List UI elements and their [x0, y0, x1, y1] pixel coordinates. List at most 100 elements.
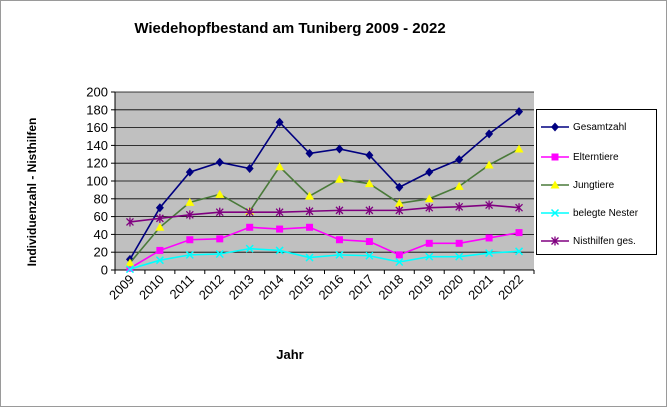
x-tick-label: 2013 — [226, 272, 257, 303]
y-tick-label: 180 — [86, 102, 108, 117]
data-point-gesamtzahl — [335, 144, 344, 154]
legend-swatch — [541, 208, 569, 218]
x-tick-label: 2022 — [495, 272, 526, 303]
data-point-nisthilfen-ges — [126, 217, 134, 227]
legend-swatch — [541, 236, 569, 246]
data-point-jungtiere — [305, 191, 315, 200]
data-point-elterntiere — [485, 234, 493, 242]
series-belegte-nester — [125, 244, 524, 274]
data-point-jungtiere — [424, 194, 434, 203]
legend-marker — [551, 122, 559, 132]
legend-item-nisthilfen-ges: Nisthilfen ges. — [541, 233, 636, 249]
data-point-nisthilfen-ges — [245, 207, 254, 217]
data-point-belegte-nester — [215, 249, 224, 259]
data-point-nisthilfen-ges — [425, 203, 434, 213]
data-point-elterntiere — [395, 251, 403, 259]
x-tick-label: 2017 — [345, 272, 376, 303]
data-point-nisthilfen-ges — [275, 207, 284, 217]
data-point-elterntiere — [216, 235, 224, 243]
data-point-jungtiere — [334, 174, 344, 183]
x-tick-label: 2009 — [106, 272, 137, 303]
legend-marker — [551, 153, 559, 161]
data-point-elterntiere — [246, 223, 254, 231]
legend-label: Gesamtzahl — [573, 121, 627, 133]
x-tick-label: 2020 — [435, 272, 466, 303]
series-nisthilfen-ges — [126, 200, 523, 227]
data-point-elterntiere — [455, 239, 463, 247]
data-point-belegte-nester — [515, 247, 524, 256]
x-tick-label: 2010 — [136, 272, 167, 303]
legend-label: belegte Nester — [573, 207, 639, 219]
data-point-belegte-nester — [395, 257, 404, 267]
x-tick-label: 2019 — [405, 272, 436, 303]
data-point-nisthilfen-ges — [305, 206, 314, 216]
data-point-elterntiere — [365, 238, 373, 246]
series-line-belegte-nester — [129, 247, 520, 270]
data-point-gesamtzahl — [215, 157, 224, 167]
legend: Gesamtzahl Elterntiere Jungtiere belegte Ne… — [536, 109, 657, 255]
x-tick-label: 2014 — [256, 272, 287, 303]
legend-label: Nisthilfen ges. — [573, 235, 636, 247]
series-line-gesamtzahl — [129, 110, 520, 260]
data-point-jungtiere — [454, 181, 464, 190]
data-point-gesamtzahl — [365, 150, 374, 160]
data-point-jungtiere — [125, 258, 135, 267]
y-tick-label: 200 — [86, 85, 108, 100]
legend-swatch — [541, 153, 569, 161]
legend-swatch — [541, 180, 569, 189]
data-point-nisthilfen-ges — [365, 205, 374, 215]
data-point-gesamtzahl — [245, 164, 254, 174]
data-point-gesamtzahl — [425, 167, 434, 177]
chart-title: Wiedehopfbestand am Tuniberg 2009 - 2022 — [134, 20, 446, 37]
series-line-jungtiere — [129, 148, 520, 264]
data-point-gesamtzahl — [485, 129, 494, 139]
x-axis-label: Jahr — [276, 347, 304, 362]
data-point-gesamtzahl — [455, 155, 464, 165]
series-jungtiere — [125, 144, 524, 267]
data-point-elterntiere — [156, 246, 164, 254]
y-tick-label: 100 — [86, 174, 108, 189]
data-point-jungtiere — [394, 198, 404, 207]
legend-marker — [550, 180, 560, 189]
y-tick-label: 160 — [86, 120, 108, 135]
legend-item-jungtiere: Jungtiere — [541, 177, 614, 193]
data-point-nisthilfen-ges — [155, 213, 164, 223]
data-point-belegte-nester — [365, 251, 374, 260]
legend-swatch — [541, 122, 569, 132]
y-tick-label: 60 — [94, 209, 108, 224]
data-point-jungtiere — [364, 179, 374, 188]
data-point-elterntiere — [515, 229, 523, 237]
data-point-elterntiere — [425, 239, 433, 247]
data-point-gesamtzahl — [305, 148, 314, 158]
series-line-nisthilfen-ges — [129, 204, 520, 223]
data-point-belegte-nester — [485, 249, 494, 258]
data-point-belegte-nester — [455, 252, 464, 261]
data-point-gesamtzahl — [275, 117, 284, 127]
data-point-elterntiere — [276, 225, 284, 233]
data-point-belegte-nester — [335, 250, 344, 259]
data-point-belegte-nester — [245, 244, 254, 253]
data-point-gesamtzahl — [185, 167, 194, 177]
series-line-elterntiere — [129, 226, 520, 269]
data-point-jungtiere — [155, 222, 165, 231]
data-point-nisthilfen-ges — [395, 205, 404, 215]
x-tick-label: 2012 — [196, 272, 227, 303]
legend-item-gesamtzahl: Gesamtzahl — [541, 119, 626, 135]
x-tick-label: 2018 — [375, 272, 406, 303]
data-point-jungtiere — [514, 144, 524, 153]
data-point-gesamtzahl — [395, 182, 404, 192]
data-point-jungtiere — [185, 197, 195, 206]
x-tick-label: 2011 — [167, 272, 197, 302]
y-tick-label: 140 — [86, 138, 108, 153]
legend-marker — [550, 208, 560, 218]
data-point-jungtiere — [275, 162, 285, 171]
legend-label: Elterntiere — [573, 151, 619, 163]
series-gesamtzahl — [125, 107, 524, 264]
data-point-nisthilfen-ges — [455, 202, 464, 212]
data-point-belegte-nester — [275, 246, 284, 255]
legend-item-elterntiere: Elterntiere — [541, 149, 619, 165]
y-tick-label: 80 — [94, 191, 108, 206]
y-tick-label: 40 — [94, 227, 108, 242]
data-point-belegte-nester — [155, 256, 164, 265]
